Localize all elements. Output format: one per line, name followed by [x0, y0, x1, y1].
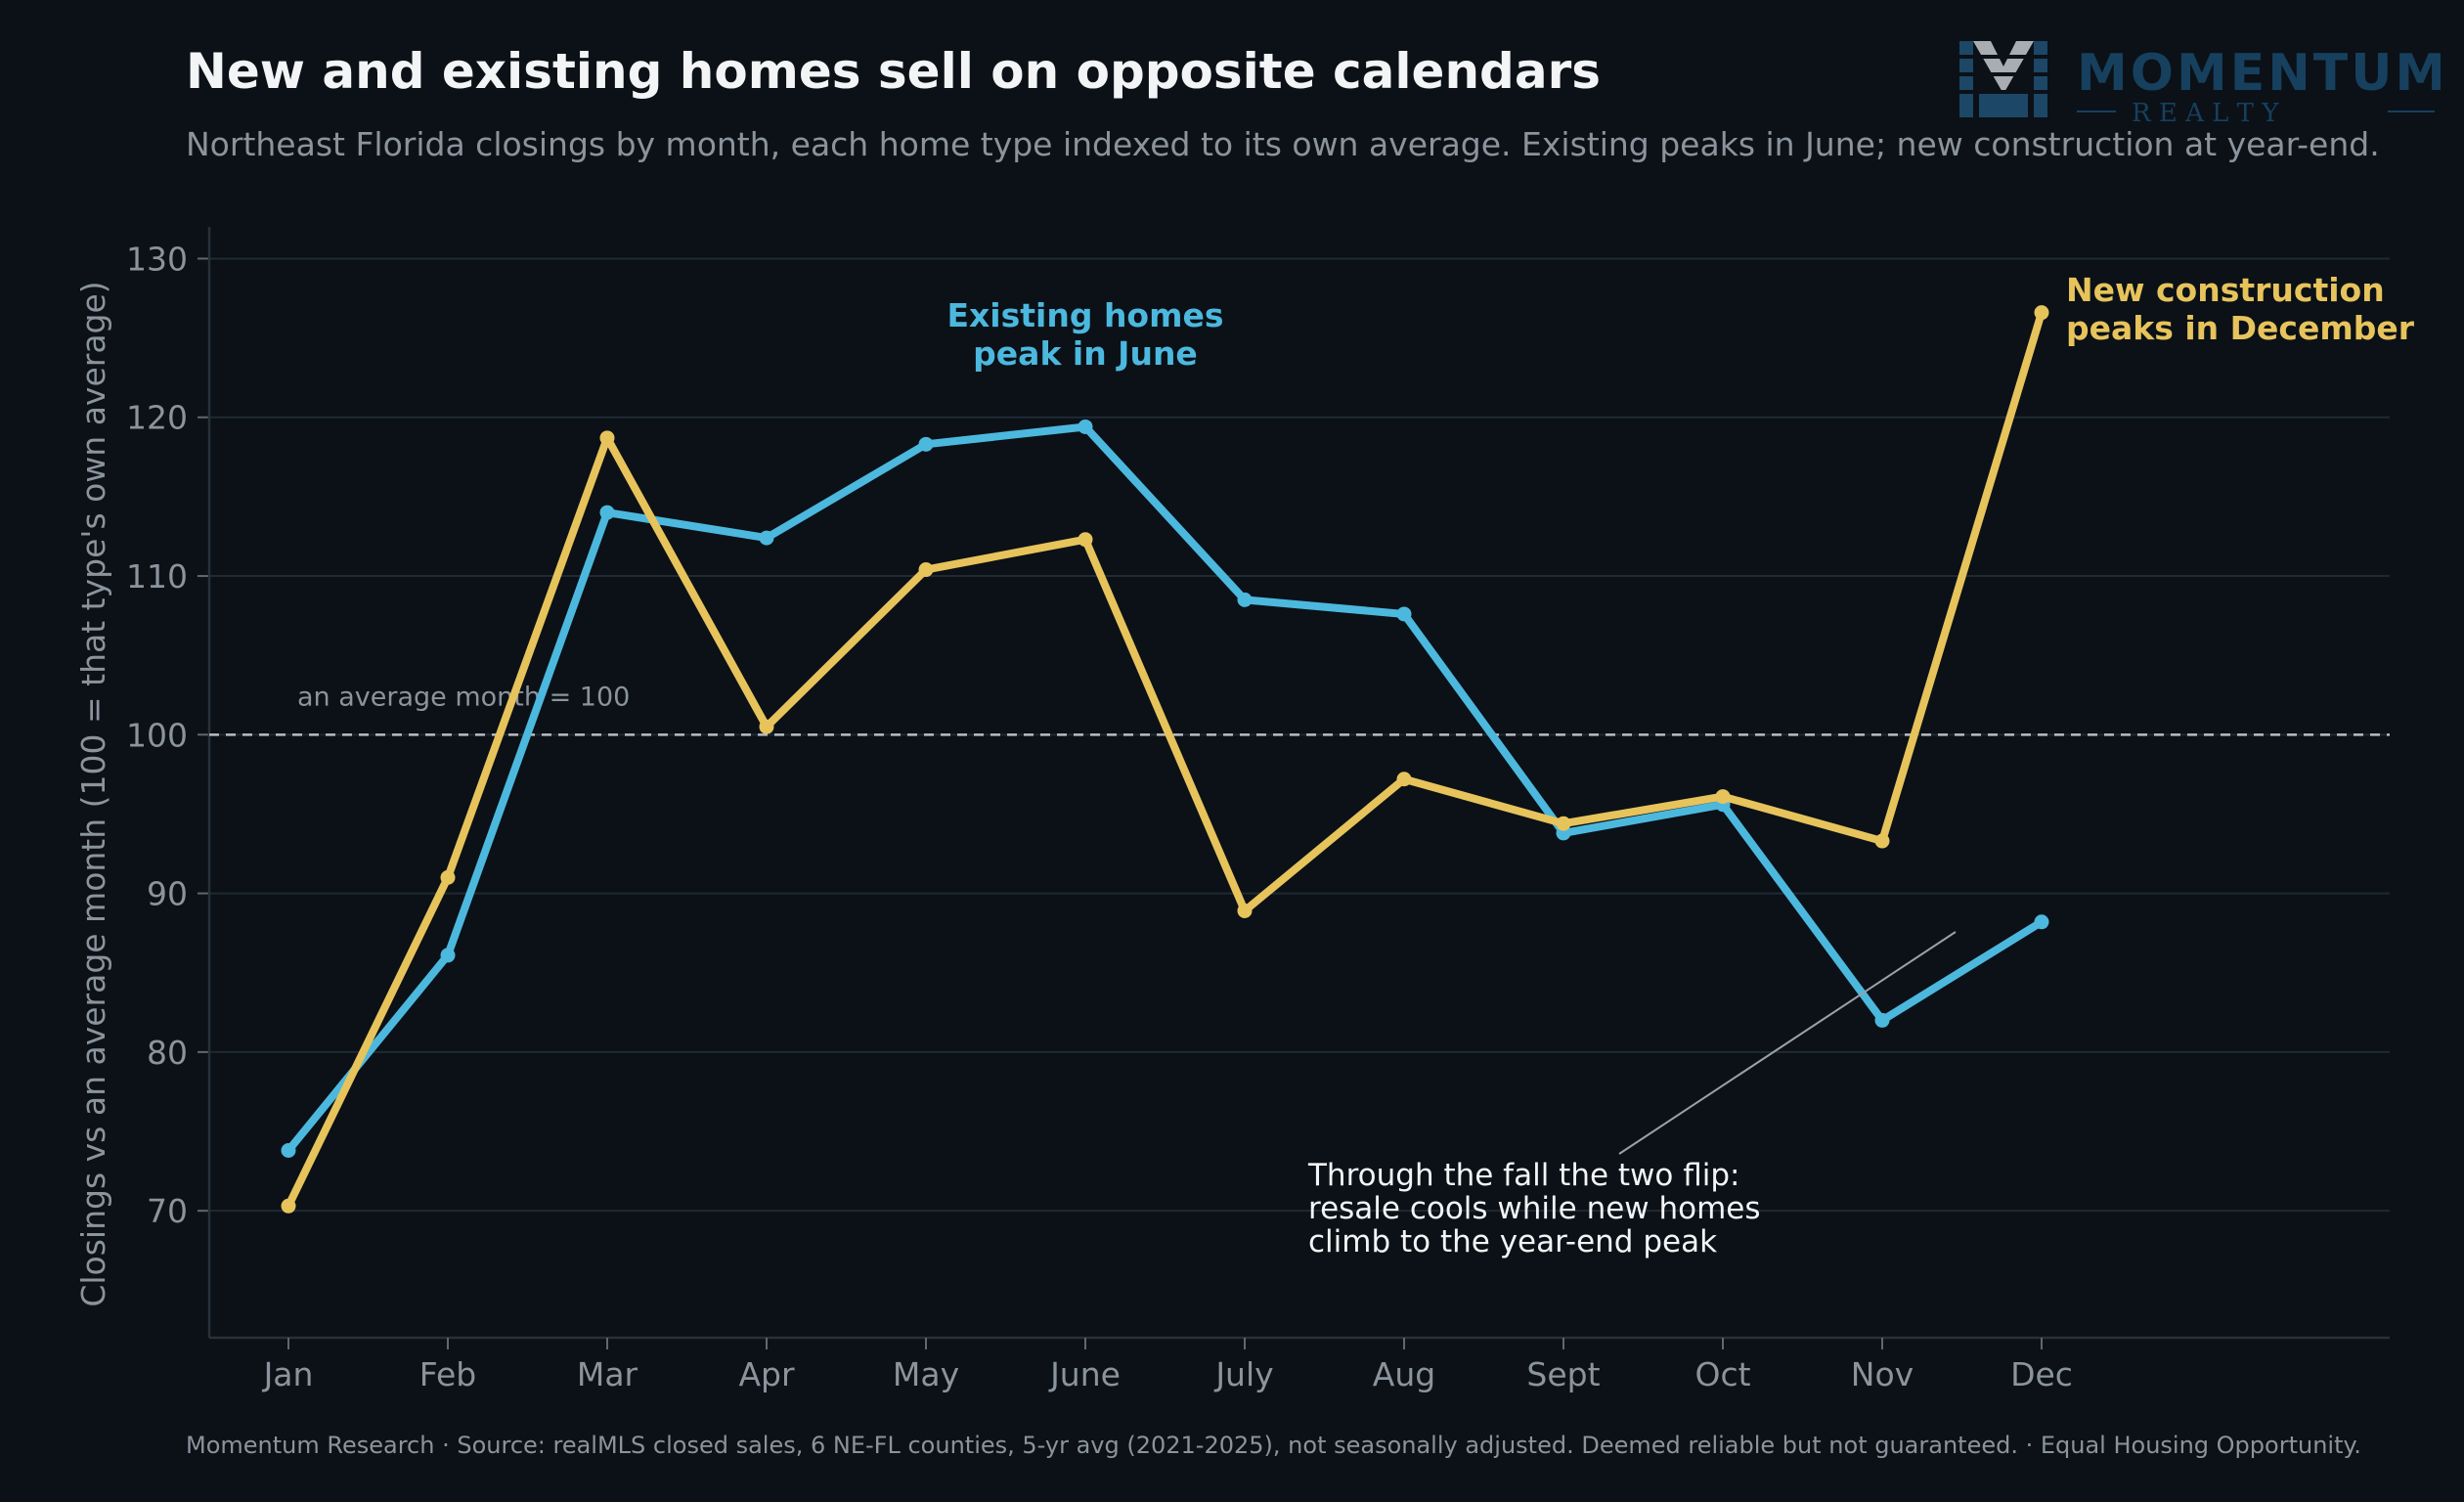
data-point-new [1237, 903, 1253, 918]
data-point-new [918, 562, 934, 578]
annotation-leader-line [1618, 931, 1957, 1155]
x-tick-label: July [1213, 1355, 1273, 1393]
data-point-new [2034, 305, 2049, 321]
data-point-new [281, 1198, 296, 1214]
chart-series [281, 305, 2049, 1214]
x-tick-label: Sept [1526, 1355, 1600, 1393]
data-point-new [1396, 772, 1412, 787]
annotation-fall-flip: Through the fall the two flip: [1307, 1158, 1739, 1193]
y-tick-label: 90 [147, 875, 188, 913]
x-tick-label: Aug [1373, 1355, 1435, 1393]
data-point-existing [1874, 1012, 1890, 1028]
data-point-new [1874, 833, 1890, 849]
y-axis-label: Closings vs an average month (100 = that… [74, 281, 112, 1306]
data-point-new [440, 869, 456, 885]
data-point-new [1556, 816, 1571, 831]
data-point-new [1715, 789, 1731, 805]
logo-graphic: MOMENTUM R E A L T Y [1952, 41, 2445, 128]
annotation-new-peak: peaks in December [2066, 309, 2415, 347]
y-tick-label: 100 [126, 716, 188, 754]
series-line-new [285, 308, 2046, 1211]
x-tick-label: Oct [1694, 1355, 1750, 1393]
annotation-fall-flip: climb to the year-end peak [1308, 1224, 1717, 1259]
data-point-existing [918, 436, 934, 452]
data-point-existing [759, 530, 774, 546]
momentum-realty-logo: MOMENTUM R E A L T Y [1952, 33, 2445, 131]
footer-source-note: Momentum Research · Source: realMLS clos… [186, 1432, 2361, 1459]
y-tick-label: 80 [147, 1034, 188, 1072]
data-point-new [759, 719, 774, 734]
data-point-new [1078, 532, 1093, 548]
x-tick-label: Nov [1851, 1355, 1914, 1393]
chart-subtitle: Northeast Florida closings by month, eac… [186, 125, 2380, 163]
annotation-fall-flip: resale cools while new homes [1308, 1191, 1761, 1226]
logo-monogram-icon [1952, 41, 2055, 117]
x-tick-label: June [1048, 1355, 1121, 1393]
data-point-existing [2034, 914, 2049, 930]
chart-title: New and existing homes sell on opposite … [186, 43, 1601, 100]
logo-tagline: R E A L T Y [2132, 99, 2279, 128]
annotation-existing-peak: Existing homes [946, 296, 1223, 334]
data-point-existing [1237, 592, 1253, 607]
series-line-existing [285, 422, 2046, 1155]
data-point-existing [599, 505, 615, 520]
reference-line-group: an average month = 100 [209, 682, 2390, 736]
data-point-existing [440, 948, 456, 963]
x-tick-label: Mar [577, 1355, 638, 1393]
logo-name: MOMENTUM [2077, 44, 2441, 103]
chart-axes: 70 80 90 100 110 120 130 Jan Feb Mar Apr May June Jul… [74, 227, 2390, 1393]
y-tick-label: 120 [126, 399, 188, 437]
y-tick-label: 130 [126, 240, 188, 278]
y-tick-label: 70 [147, 1192, 188, 1230]
x-tick-label: May [893, 1355, 959, 1393]
x-tick-label: Dec [2010, 1355, 2073, 1393]
annotation-existing-peak: peak in June [973, 334, 1198, 373]
annotation-new-peak: New construction [2066, 271, 2385, 309]
x-tick-label: Jan [262, 1355, 314, 1393]
x-tick-label: Feb [419, 1355, 476, 1393]
x-tick-label: Apr [738, 1355, 795, 1393]
data-point-existing [1078, 419, 1093, 434]
data-point-existing [281, 1143, 296, 1159]
data-point-existing [1396, 606, 1412, 622]
reference-line-label: an average month = 100 [297, 682, 630, 712]
y-tick-label: 110 [126, 557, 188, 596]
data-point-new [599, 430, 615, 446]
